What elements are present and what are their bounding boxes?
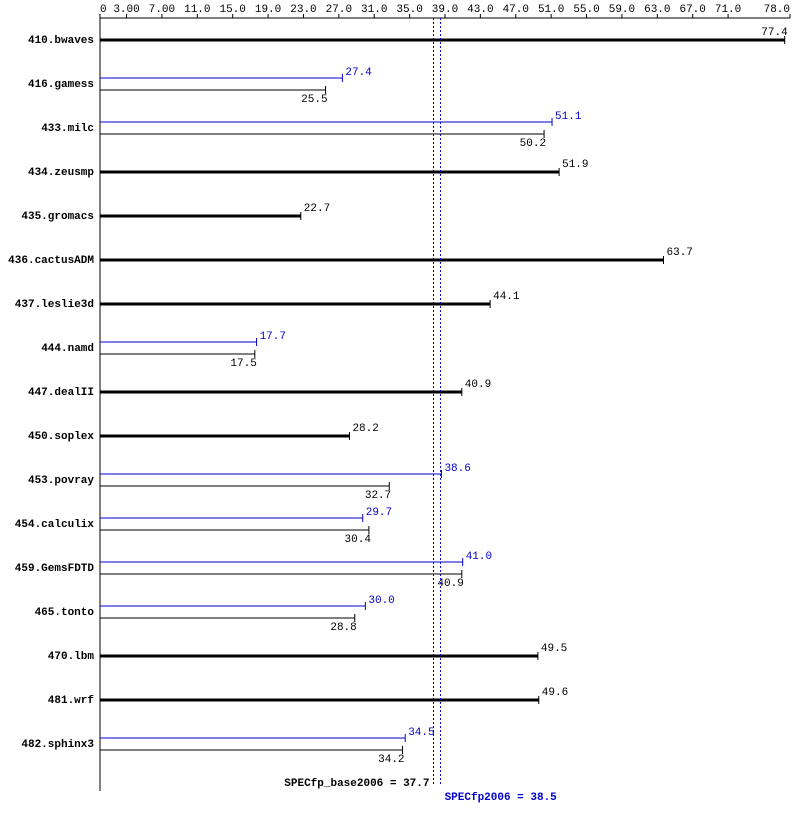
peak-value: 41.0 [466, 551, 492, 563]
x-tick-label: 63.0 [644, 4, 670, 16]
benchmark-label: 434.zeusmp [28, 167, 94, 179]
base-value: 49.6 [542, 687, 568, 699]
x-tick-label: 35.0 [396, 4, 422, 16]
peak-value: 27.4 [345, 67, 372, 79]
benchmark-label: 437.leslie3d [15, 299, 94, 311]
x-tick-label: 59.0 [609, 4, 635, 16]
peak-value: 30.0 [368, 595, 394, 607]
benchmark-label: 444.namd [41, 343, 94, 355]
peak-value: 17.7 [260, 331, 286, 343]
peak-value: 29.7 [366, 507, 392, 519]
benchmark-label: 465.tonto [35, 607, 95, 619]
benchmark-label: 447.dealII [28, 387, 94, 399]
base-value: 22.7 [304, 203, 330, 215]
base-value: 77.4 [761, 27, 788, 39]
base-value: 30.4 [345, 534, 372, 546]
base-value: 40.9 [437, 578, 463, 590]
x-tick-label: 15.0 [219, 4, 245, 16]
base-value: 49.5 [541, 643, 567, 655]
benchmark-label: 435.gromacs [21, 211, 94, 223]
benchmark-label: 433.milc [41, 123, 94, 135]
x-tick-label: 55.0 [573, 4, 599, 16]
benchmark-label: 470.lbm [48, 651, 95, 663]
benchmark-label: 453.povray [28, 475, 94, 487]
base-value: 51.9 [562, 159, 588, 171]
benchmark-label: 454.calculix [15, 519, 95, 531]
x-tick-label: 31.0 [361, 4, 387, 16]
base-value: 34.2 [378, 754, 404, 766]
base-value: 28.8 [330, 622, 356, 634]
peak-value: 38.6 [444, 463, 470, 475]
x-tick-label: 0 [100, 4, 107, 16]
base-value: 50.2 [520, 138, 546, 150]
x-tick-label: 51.0 [538, 4, 564, 16]
x-tick-label: 3.00 [113, 4, 139, 16]
benchmark-label: 482.sphinx3 [21, 739, 94, 751]
x-tick-label: 71.0 [715, 4, 741, 16]
x-tick-label: 19.0 [255, 4, 281, 16]
x-tick-label: 67.0 [679, 4, 705, 16]
base-value: 17.5 [230, 358, 256, 370]
benchmark-label: 459.GemsFDTD [15, 563, 95, 575]
base-value: 63.7 [667, 247, 693, 259]
x-tick-label: 43.0 [467, 4, 493, 16]
specfp-chart: 0 3.00 7.00 11.0 15.0 19.0 23.0 27.0 31.0 35.0 39.… [0, 0, 799, 831]
base-value: 40.9 [465, 379, 491, 391]
x-tick-label: 39.0 [432, 4, 458, 16]
benchmark-label: 436.cactusADM [8, 255, 94, 267]
base-value: 32.7 [365, 490, 391, 502]
peak-value: 51.1 [555, 111, 582, 123]
benchmark-label: 450.soplex [28, 431, 94, 443]
x-tick-label: 47.0 [503, 4, 529, 16]
x-tick-label: 27.0 [326, 4, 352, 16]
benchmark-label: 416.gamess [28, 79, 94, 91]
x-tick-label: 78.0 [764, 4, 790, 16]
benchmark-label: 410.bwaves [28, 35, 94, 47]
base-value: 28.2 [352, 423, 378, 435]
x-tick-label: 7.00 [149, 4, 175, 16]
benchmark-label: 481.wrf [48, 695, 95, 707]
summary-label: SPECfp2006 = 38.5 [445, 792, 558, 804]
x-tick-label: 11.0 [184, 4, 210, 16]
summary-label: SPECfp_base2006 = 37.7 [284, 778, 429, 790]
peak-value: 34.5 [408, 727, 434, 739]
base-value: 44.1 [493, 291, 520, 303]
base-value: 25.5 [301, 94, 327, 106]
x-tick-label: 23.0 [290, 4, 316, 16]
